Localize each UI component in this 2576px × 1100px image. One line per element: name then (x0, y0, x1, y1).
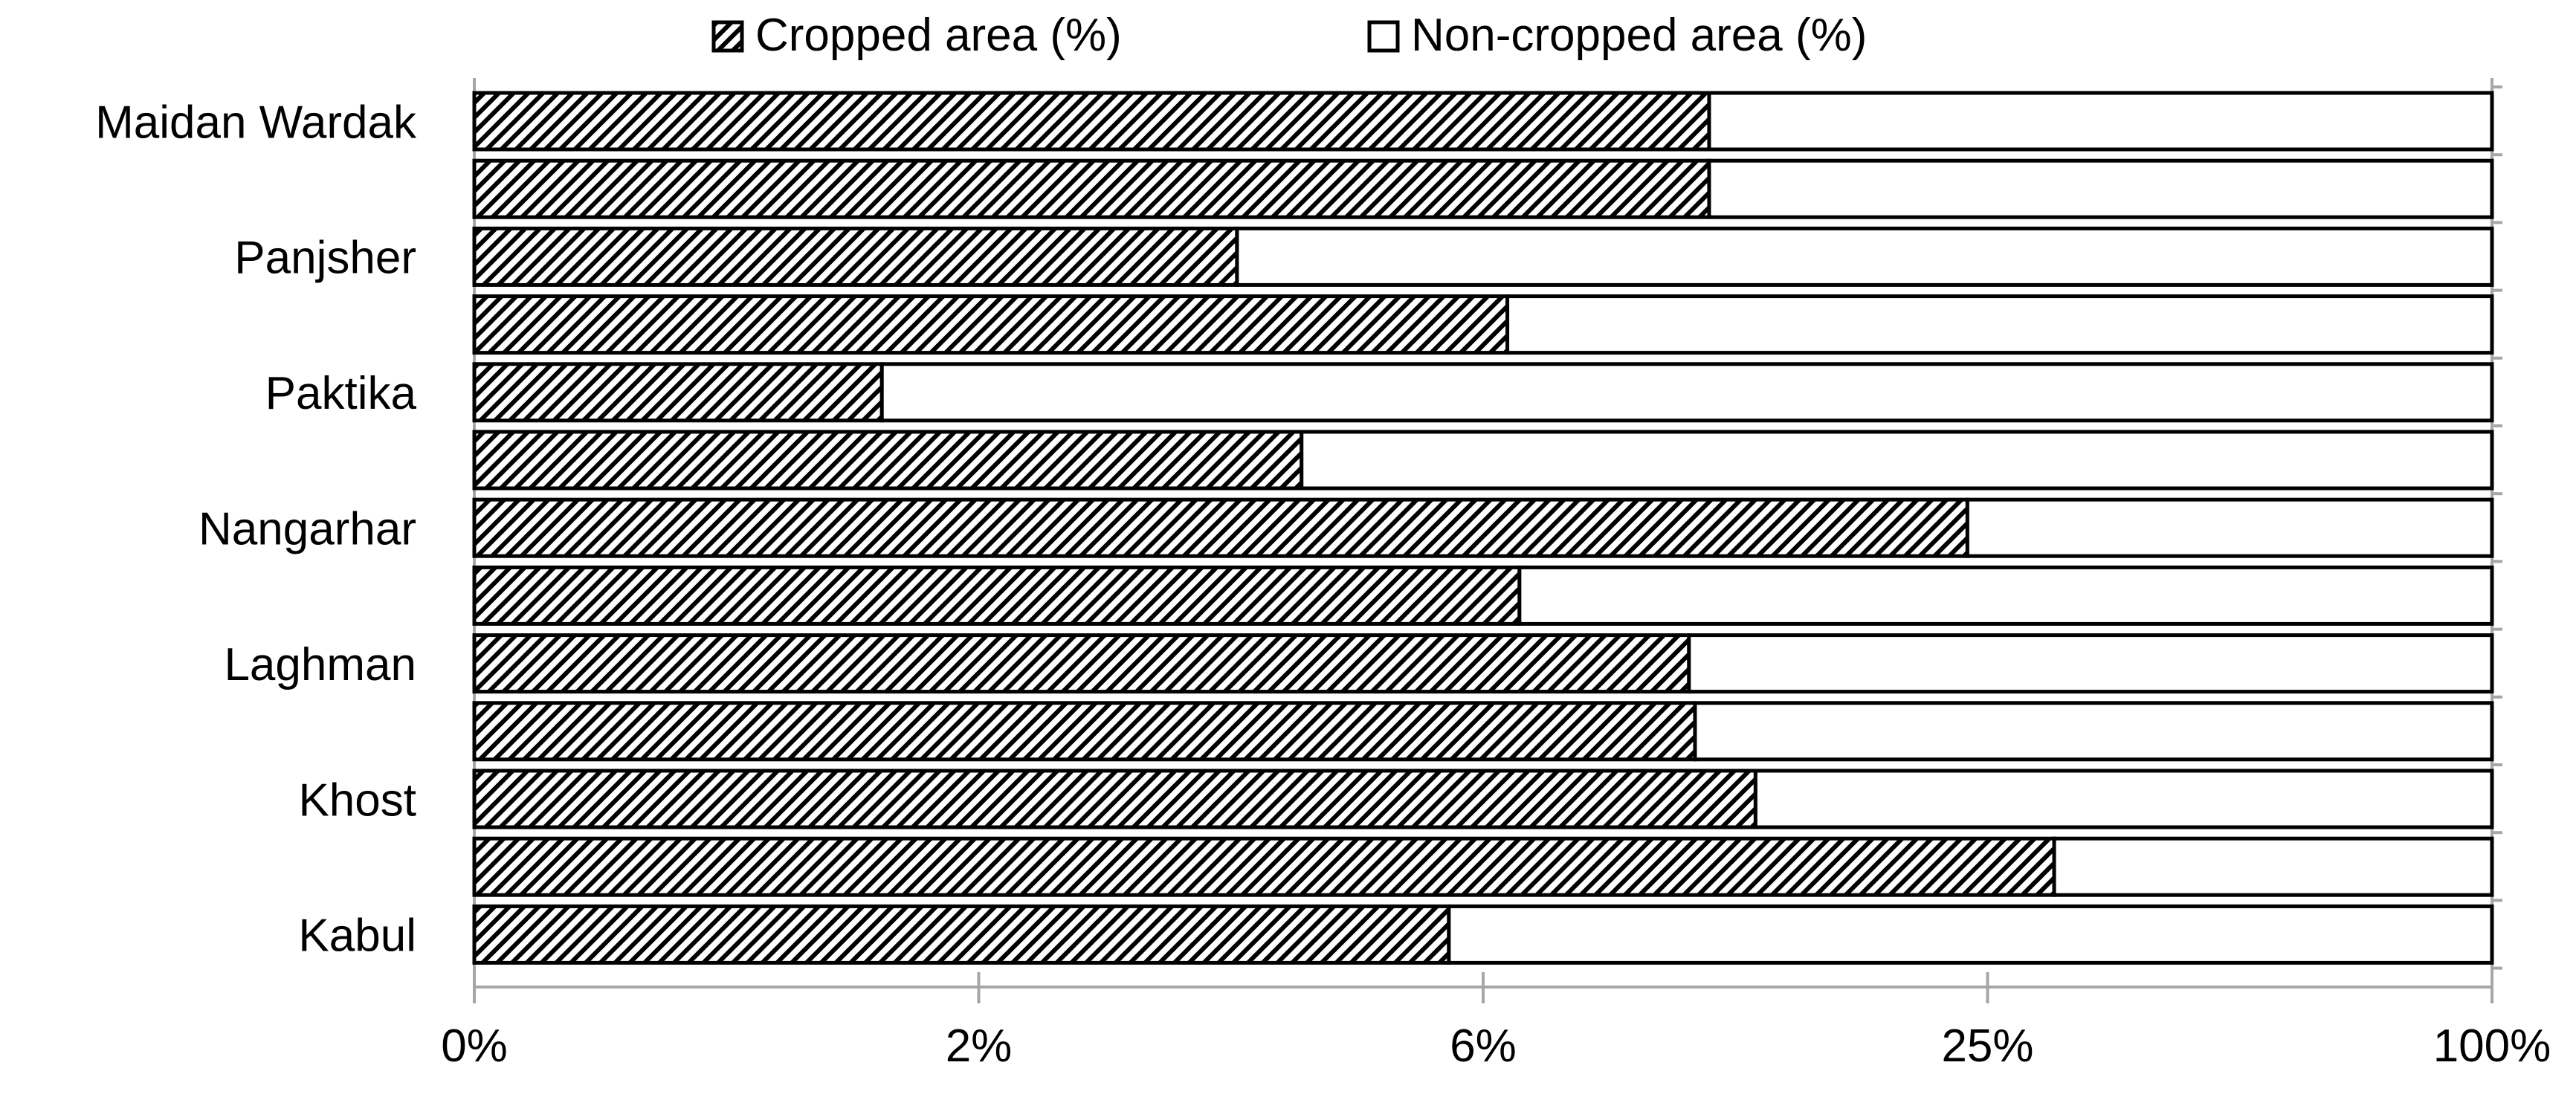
bar-non-cropped-12 (1707, 91, 2494, 152)
x-tick-label: 6% (1450, 1020, 1517, 1072)
x-tick-labels: 0% 2% 6% 25% 100% (441, 1020, 2551, 1072)
x-tick-label: 2% (946, 1020, 1013, 1072)
bar-non-cropped-0 (1447, 904, 2494, 965)
bar-cropped-1 (472, 836, 2056, 897)
bar-cropped-4 (472, 633, 1691, 694)
bar-non-cropped-1 (2052, 836, 2494, 897)
bars (472, 91, 2494, 965)
category-label: Maidan Wardak (95, 97, 417, 148)
bar-cropped-11 (472, 158, 1711, 219)
bar-non-cropped-11 (1707, 158, 2494, 219)
bar-non-cropped-8 (879, 362, 2494, 423)
x-tick-label: 25% (1941, 1020, 2033, 1072)
legend-label-non-cropped: Non-cropped area (%) (1411, 10, 1867, 61)
bar-cropped-10 (472, 226, 1239, 287)
category-labels: Kabul Khost Laghman Nangarhar Paktika Panjshe… (95, 97, 417, 961)
legend: Cropped area (%) Non-cropped area (%) (711, 10, 1867, 61)
category-label: Nangarhar (198, 504, 416, 555)
bar-cropped-0 (472, 904, 1451, 965)
category-label: Panjsher (234, 233, 416, 284)
bar-non-cropped-6 (1965, 497, 2494, 558)
bar-non-cropped-7 (1300, 430, 2494, 491)
category-label: Paktika (265, 368, 417, 419)
bar-cropped-12 (472, 91, 1711, 152)
legend-swatch-non-cropped (1367, 20, 1400, 53)
bar-cropped-9 (472, 294, 1510, 355)
bar-cropped-3 (472, 701, 1697, 762)
category-label: Laghman (224, 639, 416, 690)
x-tick-label: 100% (2433, 1020, 2551, 1072)
bar-non-cropped-5 (1517, 565, 2494, 626)
bar-cropped-7 (472, 430, 1304, 491)
bar-cropped-6 (472, 497, 1969, 558)
bar-cropped-2 (472, 769, 1757, 829)
legend-label-cropped: Cropped area (%) (755, 10, 1122, 61)
category-label: Khost (298, 774, 416, 826)
x-tick-label: 0% (441, 1020, 508, 1072)
bar-cropped-5 (472, 565, 1522, 626)
bar-non-cropped-4 (1687, 633, 2494, 694)
bar-non-cropped-10 (1235, 226, 2494, 287)
bar-non-cropped-3 (1693, 701, 2494, 762)
legend-swatch-cropped (711, 20, 744, 53)
bar-non-cropped-2 (1753, 769, 2494, 829)
category-label: Kabul (298, 910, 416, 962)
bar-cropped-8 (472, 362, 884, 423)
bar-non-cropped-9 (1505, 294, 2494, 355)
